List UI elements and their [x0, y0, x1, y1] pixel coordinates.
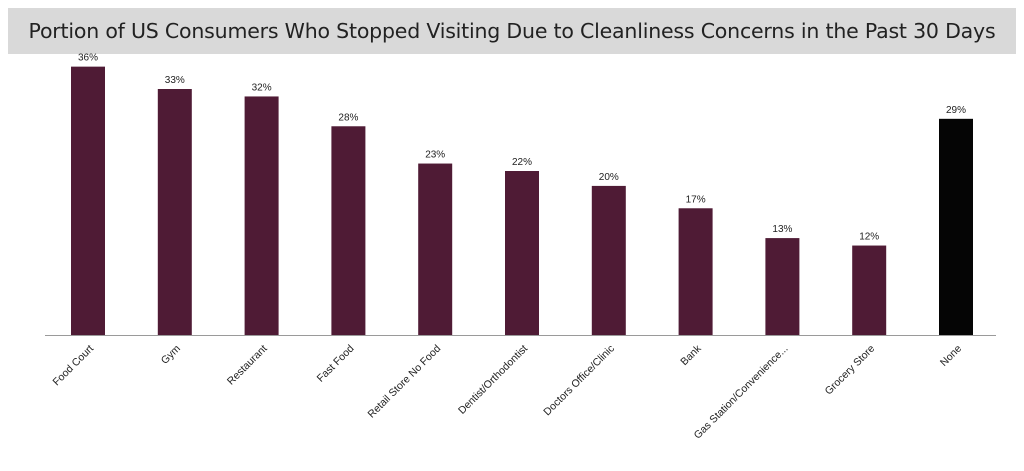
category-label-2: Restaurant [225, 343, 270, 388]
bar-10 [939, 118, 973, 336]
bar-2 [244, 96, 279, 335]
data-label-0: 36% [78, 53, 98, 64]
bar-4 [418, 163, 453, 335]
bar-6 [591, 185, 626, 335]
bar-5 [505, 171, 539, 335]
data-label-5: 22% [512, 157, 532, 168]
category-label-8: Gas Station/Convenience... [692, 343, 791, 442]
category-label-4: Retail Store No Food [365, 343, 443, 421]
bar-8 [765, 238, 800, 335]
category-label-6: Doctors Office/Clinic [541, 343, 617, 419]
category-label-7: Bank [678, 342, 704, 368]
data-label-3: 28% [338, 112, 358, 123]
bar-7 [678, 208, 713, 335]
data-label-1: 33% [165, 75, 185, 86]
data-label-2: 32% [252, 82, 272, 93]
category-label-1: Gym [159, 342, 183, 366]
category-label-3: Fast Food [315, 343, 357, 385]
data-label-10: 29% [946, 105, 966, 116]
chart-title: Portion of US Consumers Who Stopped Visi… [28, 19, 996, 43]
data-label-7: 17% [686, 194, 706, 205]
category-label-10: None [938, 343, 964, 369]
category-label-5: Dentist/Orthodontist [456, 343, 530, 417]
bar-3 [331, 126, 366, 335]
data-label-4: 23% [425, 150, 445, 161]
category-label-0: Food Court [50, 343, 96, 389]
data-label-9: 12% [859, 232, 879, 243]
data-label-6: 20% [599, 172, 619, 183]
data-label-8: 13% [772, 224, 792, 235]
category-label-9: Grocery Store [823, 343, 878, 398]
bar-9 [852, 245, 887, 335]
bar-0 [71, 66, 105, 336]
chart-title-bar: Portion of US Consumers Who Stopped Visi… [8, 8, 1016, 54]
bar-1 [157, 89, 192, 335]
